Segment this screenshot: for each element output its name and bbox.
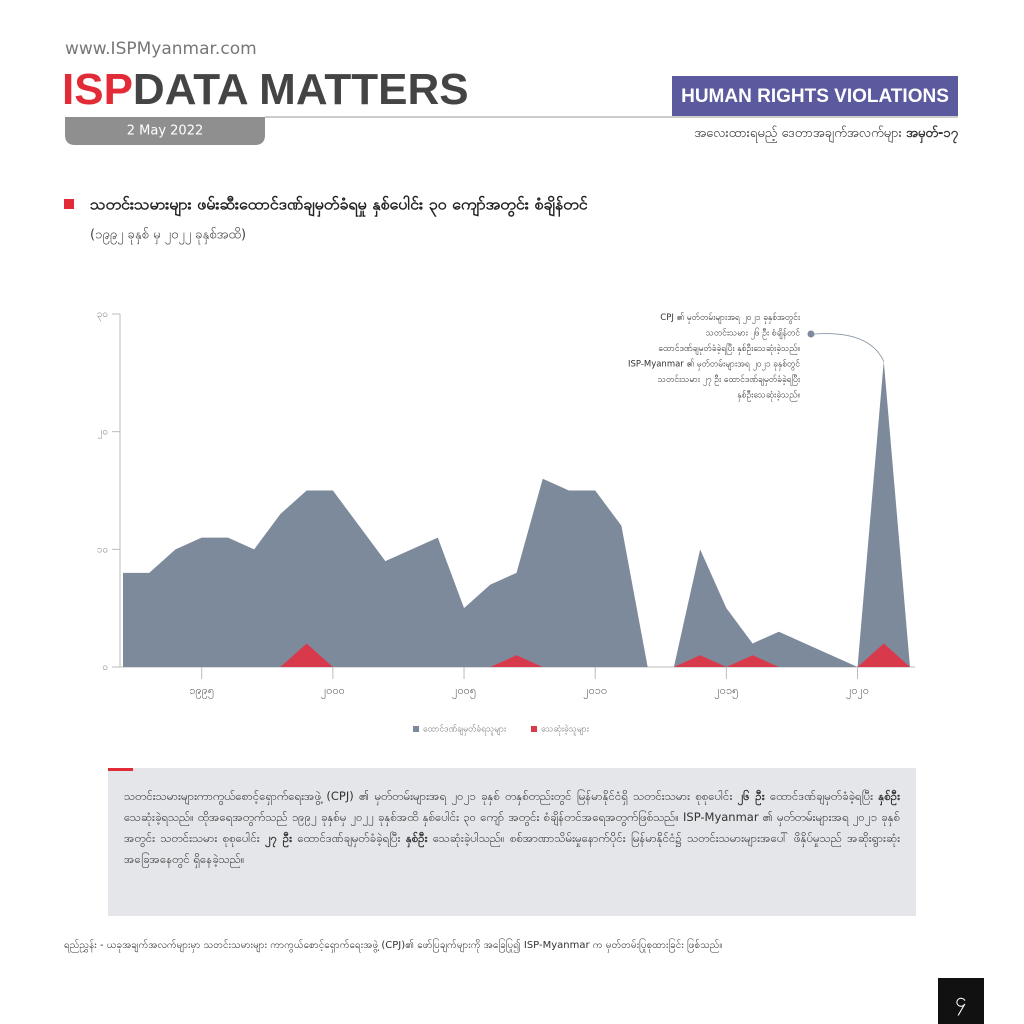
date: 2 May 2022: [127, 124, 204, 139]
chart-title: သတင်းသမားများ ဖမ်းဆီးထောင်ဒဏ်ချမှတ်ခံရမှ…: [90, 195, 588, 218]
area: [123, 643, 910, 667]
y-tick-label: ၀: [102, 662, 108, 673]
body-segment: သေဆုံးခဲ့ပါသည်။ စစ်အာဏာသိမ်းမှုနောက်ပိုင…: [124, 831, 901, 866]
url: www.ISPMyanmar.com: [65, 39, 257, 59]
annotation-line: သတင်းသမား ၂၇ ဦး ထောင်ဒဏ်ချမှတ်ခံခဲ့ရပြီး: [657, 374, 801, 386]
series-number: အမှတ်-၁၇: [906, 124, 959, 144]
tag: HUMAN RIGHTS VIOLATIONS: [681, 86, 949, 107]
annotation-line: ထောင်ဒဏ်ချမှတ်ခံခဲ့ရပြီး နှစ်ဦးသေဆုံးခဲ့…: [658, 343, 800, 355]
y-tick-label: ၂၀: [97, 427, 108, 440]
x-tick-label: ၁၉၉၅: [189, 684, 214, 699]
body-segment: သတင်းသမားများကာကွယ်စောင့်ရှောက်ရေးအဖွဲ့ …: [124, 789, 738, 803]
body-segment: ထောင်ဒဏ်ချမှတ်ခံခဲ့ရပြီး: [764, 789, 879, 803]
annotation-line: နှစ်ဦးသေဆုံးခဲ့သည်။: [737, 389, 800, 401]
x-tick-label: ၂၀၁၀: [583, 684, 607, 699]
legend-swatch: [531, 726, 537, 732]
y-tick-label: ၃၀: [97, 309, 108, 322]
page-number: ၄: [955, 988, 966, 1016]
brand-rest: DATA MATTERS: [133, 65, 469, 114]
body-segment: သေဆုံးခဲ့ရသည်။ ထိုအရေအတွက်သည် ၁၉၉၂ ခုနှစ…: [124, 810, 900, 845]
body-segment: နှစ်ဦး: [878, 789, 901, 803]
title-marker: [64, 199, 74, 209]
annotation-line: သတင်းသမား ၂၆ ဦး စံချိန်တင်: [705, 327, 801, 339]
body-segment: ထောင်ဒဏ်ချမှတ်ခံခဲ့ရပြီး: [292, 831, 406, 845]
brand-isp: ISP: [62, 65, 133, 114]
tag-box: [672, 76, 958, 116]
series-text: အလေးထားရမည့် ဒေတာအချက်အလက်များ: [694, 125, 902, 143]
x-tick-label: ၂၀၀၅: [452, 684, 476, 699]
legend-label: ထောင်ဒဏ်ချမှတ်ခံရသူများ: [423, 724, 507, 736]
area: [123, 361, 910, 667]
accent-bar: [108, 768, 133, 771]
legend-swatch: [413, 726, 419, 732]
annotation-leader: [813, 333, 885, 363]
date-pill: [65, 117, 265, 145]
x-tick-label: ၂၀၀၀: [321, 684, 345, 699]
y-tick-label: ၁၀: [97, 544, 108, 555]
body-segment: ၂၆ ဦး: [737, 789, 765, 803]
page-number-box: [938, 978, 984, 1024]
chart-subtitle: (၁၉၉၂ ခုနှစ် မှ ၂၀၂၂ ခုနှစ်အထိ): [90, 227, 246, 245]
annotation-dot: [807, 330, 815, 338]
x-tick-label: ၂၀၁၅: [714, 684, 738, 699]
body-segment: ၂၇ ဦး: [265, 831, 293, 845]
annotation-line: CPJ ၏ မှတ်တမ်းများအရ ၂၀၂၁ ခုနှစ်အတွင်း: [660, 312, 801, 324]
x-tick-label: ၂၀၂၀: [846, 684, 869, 699]
series-label: အလေးထားရမည့် ဒေတာအချက်အလက်များ အမှတ်-၁၇: [694, 124, 958, 144]
body-text: သတင်းသမားများကာကွယ်စောင့်ရှောက်ရေးအဖွဲ့ …: [108, 768, 916, 916]
brand: ISPDATA MATTERS: [62, 65, 469, 114]
body-segment: နှစ်ဦး: [405, 831, 428, 845]
legend-label: သေဆုံးခဲ့သူများ: [541, 724, 590, 736]
annotation: CPJ ၏ မှတ်တမ်းများအရ ၂၀၂၁ ခုနှစ်အတွင်းသတ…: [628, 312, 801, 402]
annotation-line: ISP-Myanmar ၏ မှတ်တမ်းများအရ ၂၀၂၁ ခုနှစ်…: [628, 358, 800, 370]
